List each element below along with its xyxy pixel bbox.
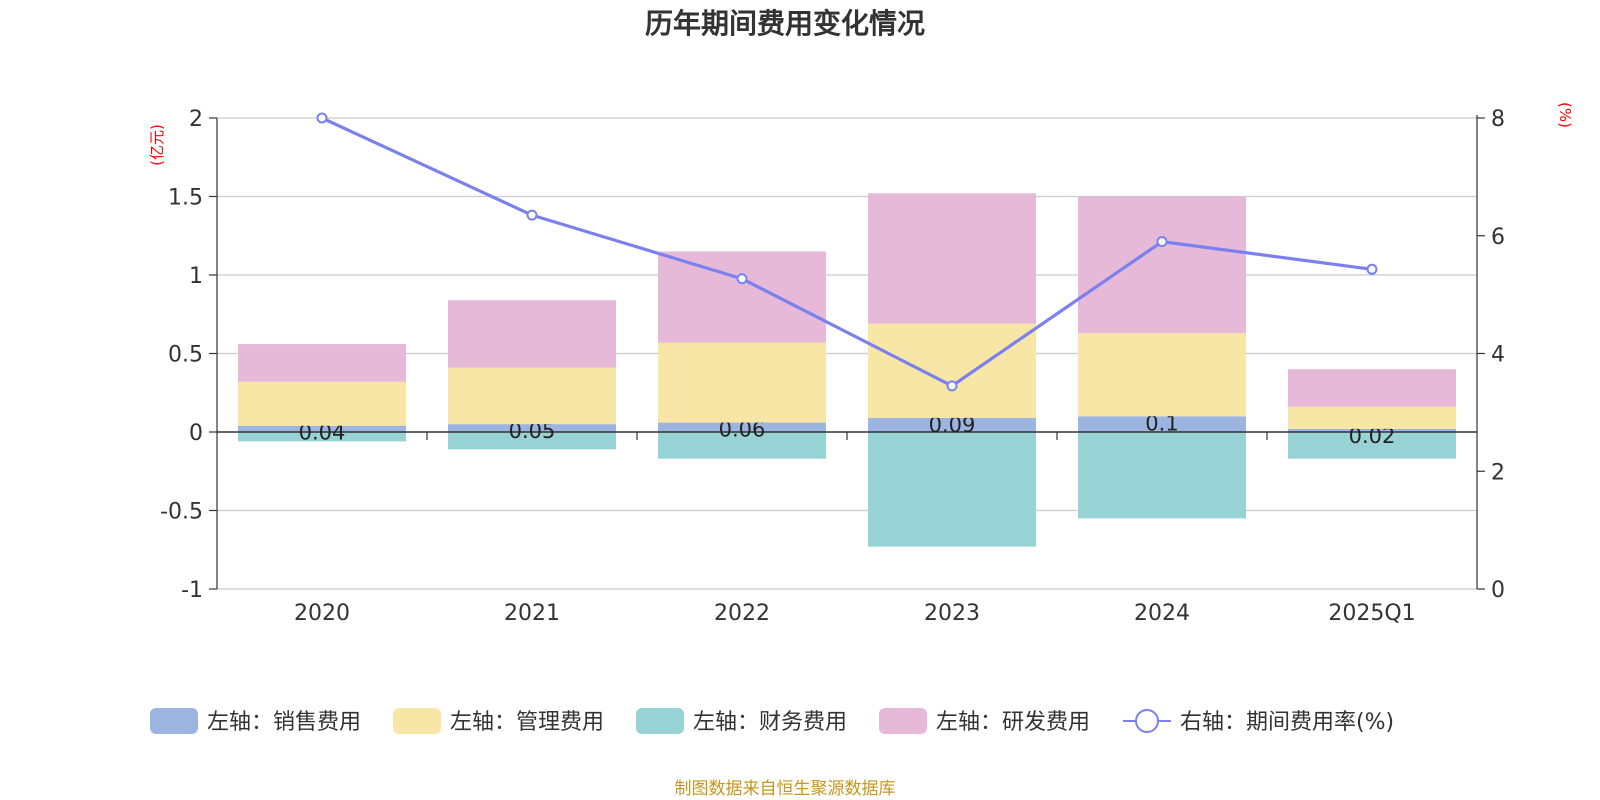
left-tick-label: -1 (181, 578, 203, 603)
legend-label[interactable]: 左轴：财务费用 (693, 710, 847, 735)
bars-layer (238, 193, 1456, 547)
bar-财务费用 (238, 432, 406, 442)
sales-data-label: 0.1 (1145, 411, 1178, 435)
rate-point (1366, 263, 1378, 275)
bar-销售费用 (448, 424, 616, 432)
x-tick-label: 2023 (924, 601, 980, 626)
legend-swatch-icon (636, 708, 684, 734)
bar-财务费用 (448, 432, 616, 450)
rate-point (526, 209, 538, 221)
bar-研发费用 (1078, 196, 1246, 334)
bar-财务费用 (1288, 432, 1456, 459)
rate-point (946, 380, 958, 392)
left-tick-label: 0.5 (168, 343, 203, 368)
bar-管理费用 (1078, 333, 1246, 417)
left-tick-label: 2 (189, 107, 203, 132)
right-tick-label: 4 (1491, 343, 1505, 368)
bar-研发费用 (1288, 369, 1456, 407)
bar-财务费用 (658, 432, 826, 459)
bar-研发费用 (448, 300, 616, 368)
gridlines (217, 117, 1477, 590)
legend-swatch-icon (150, 708, 198, 734)
bar-销售费用 (658, 422, 826, 432)
x-tick-label: 2021 (504, 601, 560, 626)
right-tick-label: 6 (1491, 225, 1505, 250)
left-tick-label: 0 (189, 421, 203, 446)
bar-销售费用 (238, 425, 406, 432)
legend-marker-icon (1135, 709, 1159, 733)
rate-point (1156, 236, 1168, 248)
legend-label[interactable]: 左轴：研发费用 (936, 710, 1090, 735)
bar-管理费用 (658, 342, 826, 423)
rate-line (321, 116, 1373, 388)
bar-研发费用 (658, 251, 826, 343)
legend: 左轴：销售费用 左轴：管理费用 左轴：财务费用 左轴：研发费用 右轴：期间费用率(%) (150, 708, 1394, 735)
bar-管理费用 (1288, 406, 1456, 429)
rate-point (316, 112, 328, 124)
x-tick-label: 2024 (1134, 601, 1190, 626)
bar-财务费用 (868, 432, 1036, 547)
right-axis-unit: (%) (1556, 102, 1574, 128)
legend-swatch-icon (879, 708, 927, 734)
left-tick-label: 1 (189, 264, 203, 289)
bar-销售费用 (868, 417, 1036, 432)
bar-研发费用 (868, 193, 1036, 324)
left-tick-label: -0.5 (160, 500, 203, 525)
bar-销售费用 (1078, 416, 1246, 432)
x-tick-label: 2025Q1 (1328, 601, 1415, 626)
rate-point (736, 273, 748, 285)
left-axis-unit: (亿元) (148, 124, 166, 166)
legend-label[interactable]: 左轴：销售费用 (207, 710, 361, 735)
legend-label[interactable]: 左轴：管理费用 (450, 710, 604, 735)
legend-swatch-icon (393, 708, 441, 734)
source-note: 制图数据来自恒生聚源数据库 (675, 779, 896, 799)
legend-label[interactable]: 右轴：期间费用率(%) (1180, 710, 1394, 735)
right-tick-label: 2 (1491, 460, 1505, 485)
bar-管理费用 (448, 367, 616, 425)
right-tick-label: 8 (1491, 107, 1505, 132)
chart-title: 历年期间费用变化情况 (645, 7, 925, 40)
bar-财务费用 (1078, 432, 1246, 519)
left-tick-label: 1.5 (168, 186, 203, 211)
bar-管理费用 (238, 381, 406, 426)
x-tick-label: 2020 (294, 601, 350, 626)
bar-研发费用 (238, 344, 406, 382)
bar-销售费用 (1288, 428, 1456, 432)
right-tick-label: 0 (1491, 578, 1505, 603)
x-tick-label: 2022 (714, 601, 770, 626)
sales-data-label: 0.09 (929, 413, 976, 437)
bar-管理费用 (868, 323, 1036, 418)
rate-line-layer (316, 112, 1378, 392)
